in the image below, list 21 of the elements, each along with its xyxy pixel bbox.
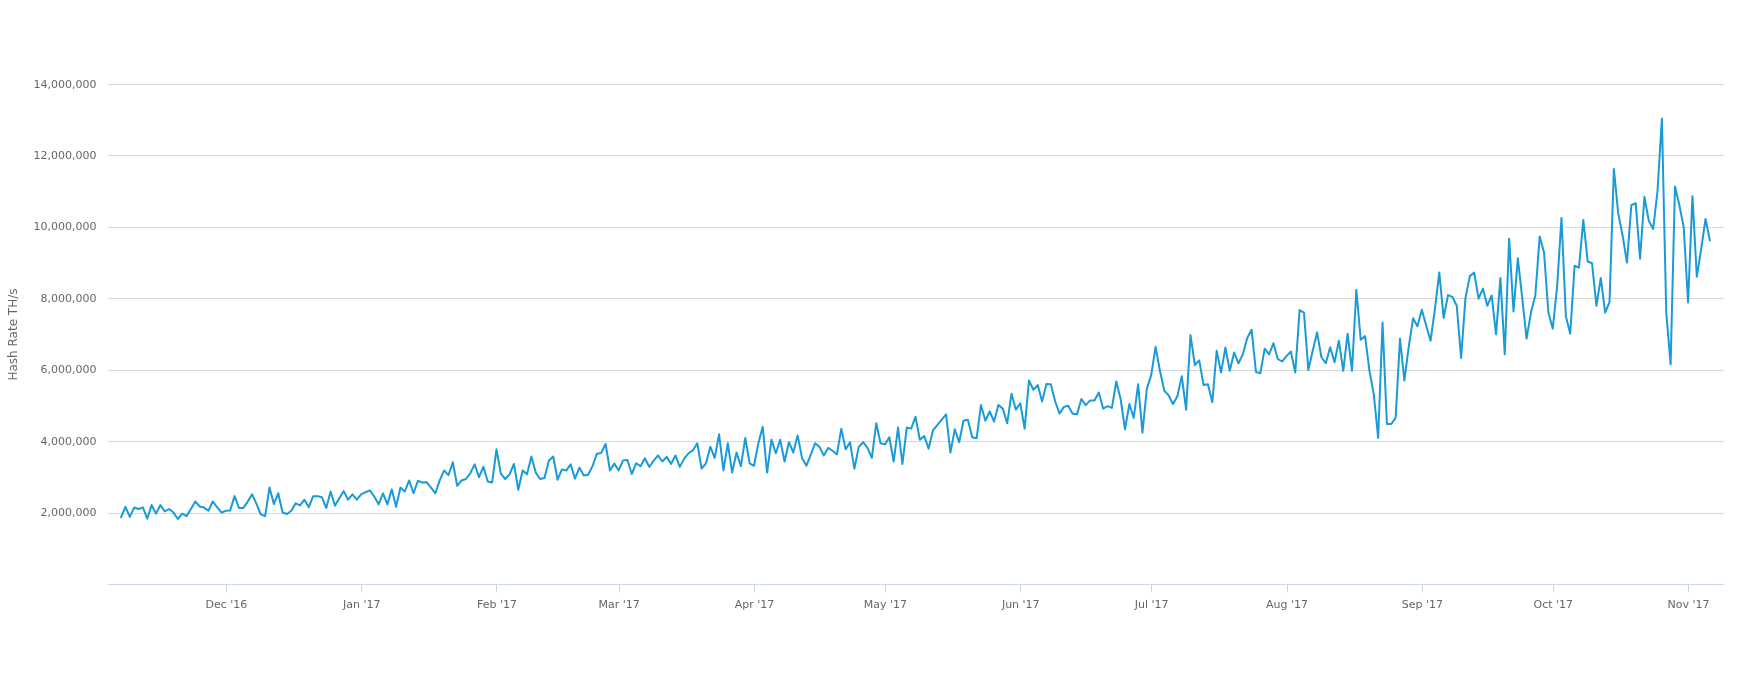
x-tick-label: Jun '17 [1000,597,1040,611]
x-tick-label: May '17 [863,597,908,611]
x-tick-label: Jan '17 [341,597,381,611]
y-tick-label: 2,000,000 [40,506,97,520]
y-tick-label: 14,000,000 [33,77,97,91]
x-tick-label: Nov '17 [1667,597,1710,611]
y-tick-label: 12,000,000 [33,148,97,162]
x-tick-label: Sep '17 [1401,597,1443,611]
x-tick-label: Jul '17 [1133,597,1169,611]
x-tick-label: Feb '17 [476,597,517,611]
line-series [120,117,1711,520]
y-axis-title: Hash Rate TH/s [5,288,20,381]
y-tick-label: 4,000,000 [40,434,97,448]
x-tick-label: Dec '16 [205,597,248,611]
y-tick-label: 6,000,000 [40,363,97,377]
x-tick-label: Aug '17 [1266,597,1309,611]
y-tick-label: 8,000,000 [40,291,97,305]
x-tick-label: Mar '17 [598,597,640,611]
x-tick-label: Oct '17 [1533,597,1574,611]
y-tick-label: 10,000,000 [33,220,97,234]
x-tick-label: Apr '17 [734,597,775,611]
